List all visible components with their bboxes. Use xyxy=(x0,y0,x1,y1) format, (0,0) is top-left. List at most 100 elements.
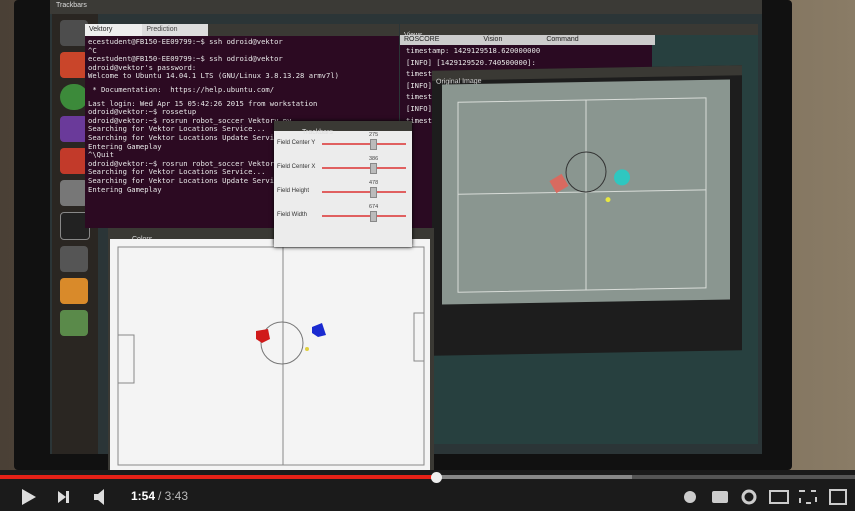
tab[interactable]: ROSCORE xyxy=(404,36,440,43)
robot-marker xyxy=(256,329,270,343)
terminal-line: odroid@vektor's password: xyxy=(88,62,197,72)
robot-marker xyxy=(312,323,326,337)
log-line: [INFO] [1429129520.740500000]: xyxy=(406,57,536,67)
launcher-icon[interactable] xyxy=(60,278,88,304)
center-circle xyxy=(260,321,304,365)
terminal-line: ecestudent@FB150-EE09799:~$ ssh odroid@v… xyxy=(88,37,283,46)
slider-value: 478 xyxy=(369,180,379,186)
trackbars-window: Trackbars 275 Field Center Y 386 Field Cent… xyxy=(274,121,412,247)
launcher-icon[interactable] xyxy=(60,310,88,336)
slider-label: Field Height xyxy=(277,188,310,194)
window-title: Views xyxy=(404,32,423,39)
slider-track xyxy=(322,215,406,217)
control-icons xyxy=(22,489,104,505)
volume-button[interactable] xyxy=(94,489,104,505)
terminal-tabs: Vektory Prediction xyxy=(85,24,399,36)
play-button[interactable] xyxy=(22,489,36,505)
goal-box xyxy=(413,312,425,362)
log-line: [INFO] xyxy=(406,80,432,90)
ball-marker xyxy=(305,347,309,351)
field xyxy=(110,239,430,473)
launcher-icon[interactable] xyxy=(60,180,88,206)
terminal-line: Entering Gameplay xyxy=(88,184,162,194)
right-controls xyxy=(684,489,847,505)
slider-label: Field Width xyxy=(277,212,308,218)
slider-knob[interactable] xyxy=(370,163,377,174)
slider-label: Field Center X xyxy=(277,164,316,170)
ball xyxy=(605,197,611,203)
launcher-icon[interactable] xyxy=(60,84,88,110)
launcher-icon[interactable] xyxy=(60,116,88,142)
progress-played xyxy=(0,475,437,479)
time-total: / 3:43 xyxy=(158,489,189,503)
slider-row: 478 Field Height xyxy=(274,179,412,203)
slider-value: 674 xyxy=(369,204,379,210)
slider-track xyxy=(322,191,406,193)
tab[interactable]: Prediction xyxy=(142,24,208,36)
terminal-line: Welcome to Ubuntu 14.04.1 LTS (GNU/Linux… xyxy=(88,71,339,81)
original-image-window: Original Image xyxy=(432,65,742,356)
tab[interactable]: Vision xyxy=(483,36,503,43)
top-panel: Trackbars xyxy=(50,0,762,14)
log-line: timestam xyxy=(406,115,441,125)
terminal-line: Searching for Vektor Locations Service..… xyxy=(88,124,266,134)
time-current: 1:54 xyxy=(131,489,156,503)
launcher xyxy=(52,14,98,454)
window-title: Trackbars xyxy=(302,129,333,136)
robot xyxy=(614,169,630,186)
goal-box xyxy=(117,334,135,384)
terminal-line: odroid@vektor:~$ rosrun robot_soccer Vek… xyxy=(88,115,292,125)
terminal-line: ecestudent@FB150-EE09799:~$ ssh odroid@v… xyxy=(88,54,283,64)
slider-row: 386 Field Center X xyxy=(274,155,412,179)
slider-track xyxy=(322,143,406,145)
cast-button[interactable] xyxy=(799,490,817,504)
terminal-line: Last login: Wed Apr 15 05:42:26 2015 fro… xyxy=(88,98,318,108)
panel-title: Trackbars xyxy=(56,2,87,9)
slider-knob[interactable] xyxy=(370,211,377,222)
player-controls: 1:54 / 3:43 xyxy=(0,470,855,511)
next-button[interactable] xyxy=(66,491,69,503)
captions-button[interactable] xyxy=(712,491,728,503)
slider-row: 674 Field Width xyxy=(274,203,412,227)
colors-canvas xyxy=(110,239,430,473)
slider-track xyxy=(322,167,406,169)
terminal-line: odroid@vektor:~$ rosrun robot_soccer Vek… xyxy=(88,158,292,168)
progress-handle[interactable] xyxy=(431,472,442,483)
launcher-icon[interactable] xyxy=(60,52,88,78)
terminal-line: odroid@vektor:~$ rossetup xyxy=(88,107,197,117)
center-circle xyxy=(565,151,607,193)
slider-list: 275 Field Center Y 386 Field Center X 478 Fie… xyxy=(274,131,412,227)
camera-image xyxy=(442,79,730,305)
launcher-icon[interactable] xyxy=(60,246,88,272)
fullscreen-button[interactable] xyxy=(829,489,847,505)
terminal-line: ^C xyxy=(88,45,97,55)
robot xyxy=(549,173,569,194)
tab[interactable]: Vektory xyxy=(85,24,143,36)
log-line: timestam xyxy=(406,92,441,102)
slider-label: Field Center Y xyxy=(277,140,316,146)
watch-later-button[interactable] xyxy=(684,491,696,503)
colors-window: Colors xyxy=(108,228,434,473)
launcher-icon[interactable] xyxy=(60,20,88,46)
slider-value: 386 xyxy=(369,156,379,162)
next-button[interactable] xyxy=(58,491,66,503)
slider-value: 275 xyxy=(369,132,379,138)
slider-knob[interactable] xyxy=(370,187,377,198)
tab[interactable]: Command xyxy=(546,36,579,43)
settings-button[interactable] xyxy=(741,489,757,505)
field-line xyxy=(457,97,707,293)
slider-knob[interactable] xyxy=(370,139,377,150)
log-line: [INFO] xyxy=(406,103,432,113)
terminal-line: Entering Gameplay xyxy=(88,141,162,151)
launcher-icon[interactable] xyxy=(60,148,88,174)
log-line: timestamp: 1429129518.620000000 xyxy=(406,46,541,55)
terminal-output: ecestudent@FB150-EE09799:~$ ssh odroid@v… xyxy=(85,36,399,196)
terminal-line: ^\Quit xyxy=(88,150,114,160)
terminal-line: Searching for Vektor Locations Update Se… xyxy=(88,175,283,185)
terminal-line: Searching for Vektor Locations Service..… xyxy=(88,167,266,177)
terminal-line: Searching for Vektor Locations Update Se… xyxy=(88,132,283,142)
theater-button[interactable] xyxy=(769,490,789,504)
terminal-line: * Documentation: https://help.ubuntu.com… xyxy=(88,84,275,94)
log-line: timestam xyxy=(406,69,441,79)
